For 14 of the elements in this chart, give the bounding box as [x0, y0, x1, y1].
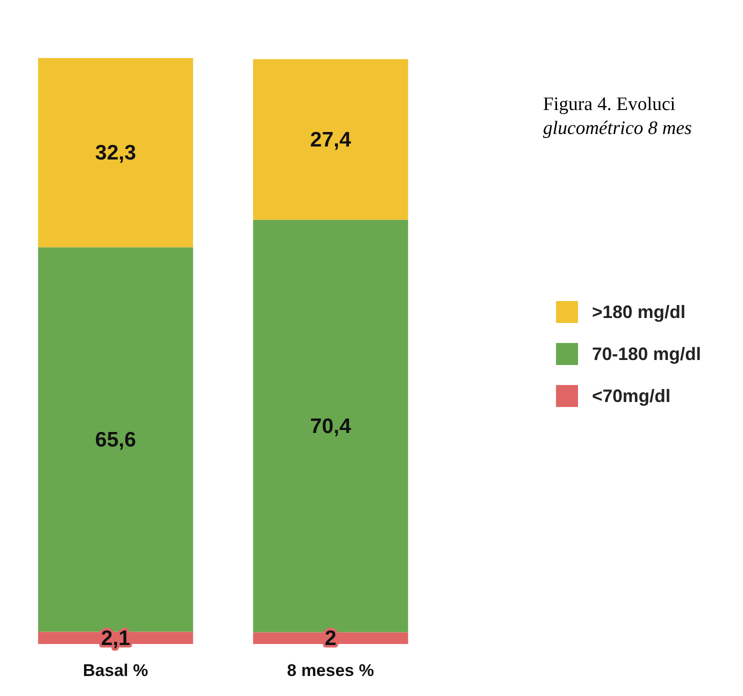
- legend-label: <70mg/dl: [592, 386, 671, 406]
- legend-label: 70-180 mg/dl: [592, 344, 702, 364]
- bar: [38, 247, 194, 632]
- x-tick-label: 8 meses %: [287, 661, 374, 680]
- data-label: 32,3: [95, 142, 136, 165]
- text: Figura 4. Evoluci: [543, 93, 676, 117]
- data-label: 27,4: [310, 128, 352, 152]
- x-tick-label: Basal %: [82, 661, 148, 680]
- bar: [38, 58, 194, 248]
- legend-label: >180 mg/dl: [592, 302, 686, 322]
- data-label: 70,4: [310, 415, 352, 438]
- data-label: 65,6: [95, 428, 136, 452]
- bar: [253, 59, 408, 220]
- text: glucométrico 8 mes: [543, 117, 692, 141]
